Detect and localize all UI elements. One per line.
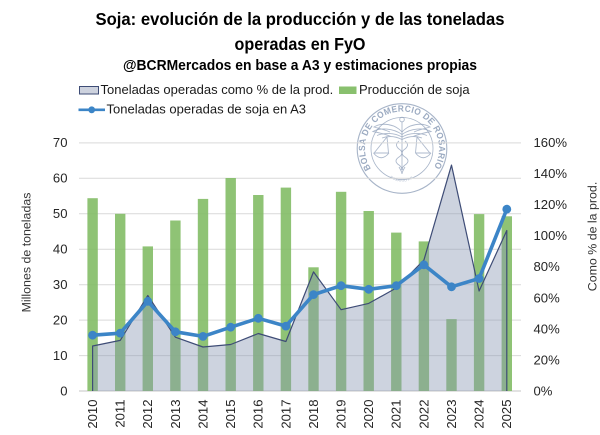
svg-text:40: 40 [53,242,68,257]
svg-text:Soja: evolución de la producci: Soja: evolución de la producción y de la… [96,9,505,29]
svg-text:2019: 2019 [334,400,349,429]
svg-text:2025: 2025 [499,400,514,429]
svg-text:2016: 2016 [251,400,266,429]
svg-text:120%: 120% [534,197,568,212]
svg-text:2014: 2014 [195,400,210,429]
svg-text:160%: 160% [534,135,568,150]
svg-text:@BCRMercados en base a A3 y es: @BCRMercados en base a A3 y estimaciones… [123,58,477,74]
svg-text:2017: 2017 [278,400,293,429]
svg-text:2012: 2012 [140,400,155,429]
svg-text:80%: 80% [534,259,561,274]
svg-text:Toneladas operadas como % de l: Toneladas operadas como % de la prod. [101,82,334,97]
svg-text:2023: 2023 [444,400,459,429]
svg-text:0: 0 [60,383,67,398]
svg-text:Toneladas operadas de soja en: Toneladas operadas de soja en A3 [107,102,307,117]
svg-text:2020: 2020 [361,400,376,429]
svg-text:0%: 0% [534,383,553,398]
svg-text:60: 60 [53,171,68,186]
svg-text:10: 10 [53,348,68,363]
svg-text:70: 70 [53,135,68,150]
svg-text:Producción de soja: Producción de soja [359,82,470,97]
svg-text:2022: 2022 [416,400,431,429]
svg-text:20: 20 [53,312,68,327]
svg-text:60%: 60% [534,290,561,305]
svg-text:2024: 2024 [472,400,487,429]
svg-text:2013: 2013 [168,400,183,429]
svg-text:140%: 140% [534,166,568,181]
svg-text:2011: 2011 [113,400,128,428]
svg-text:2010: 2010 [85,400,100,429]
svg-text:2021: 2021 [389,400,404,429]
svg-text:30: 30 [53,277,68,292]
svg-text:50: 50 [53,206,68,221]
svg-text:20%: 20% [534,352,561,367]
svg-text:2015: 2015 [223,400,238,429]
svg-text:Como % de la prod.: Como % de la prod. [586,182,600,292]
svg-text:40%: 40% [534,321,561,336]
svg-text:2018: 2018 [306,400,321,429]
svg-text:operadas en FyO: operadas en FyO [235,34,366,54]
svg-text:100%: 100% [534,228,568,243]
svg-text:Millones de toneladas: Millones de toneladas [20,193,34,313]
